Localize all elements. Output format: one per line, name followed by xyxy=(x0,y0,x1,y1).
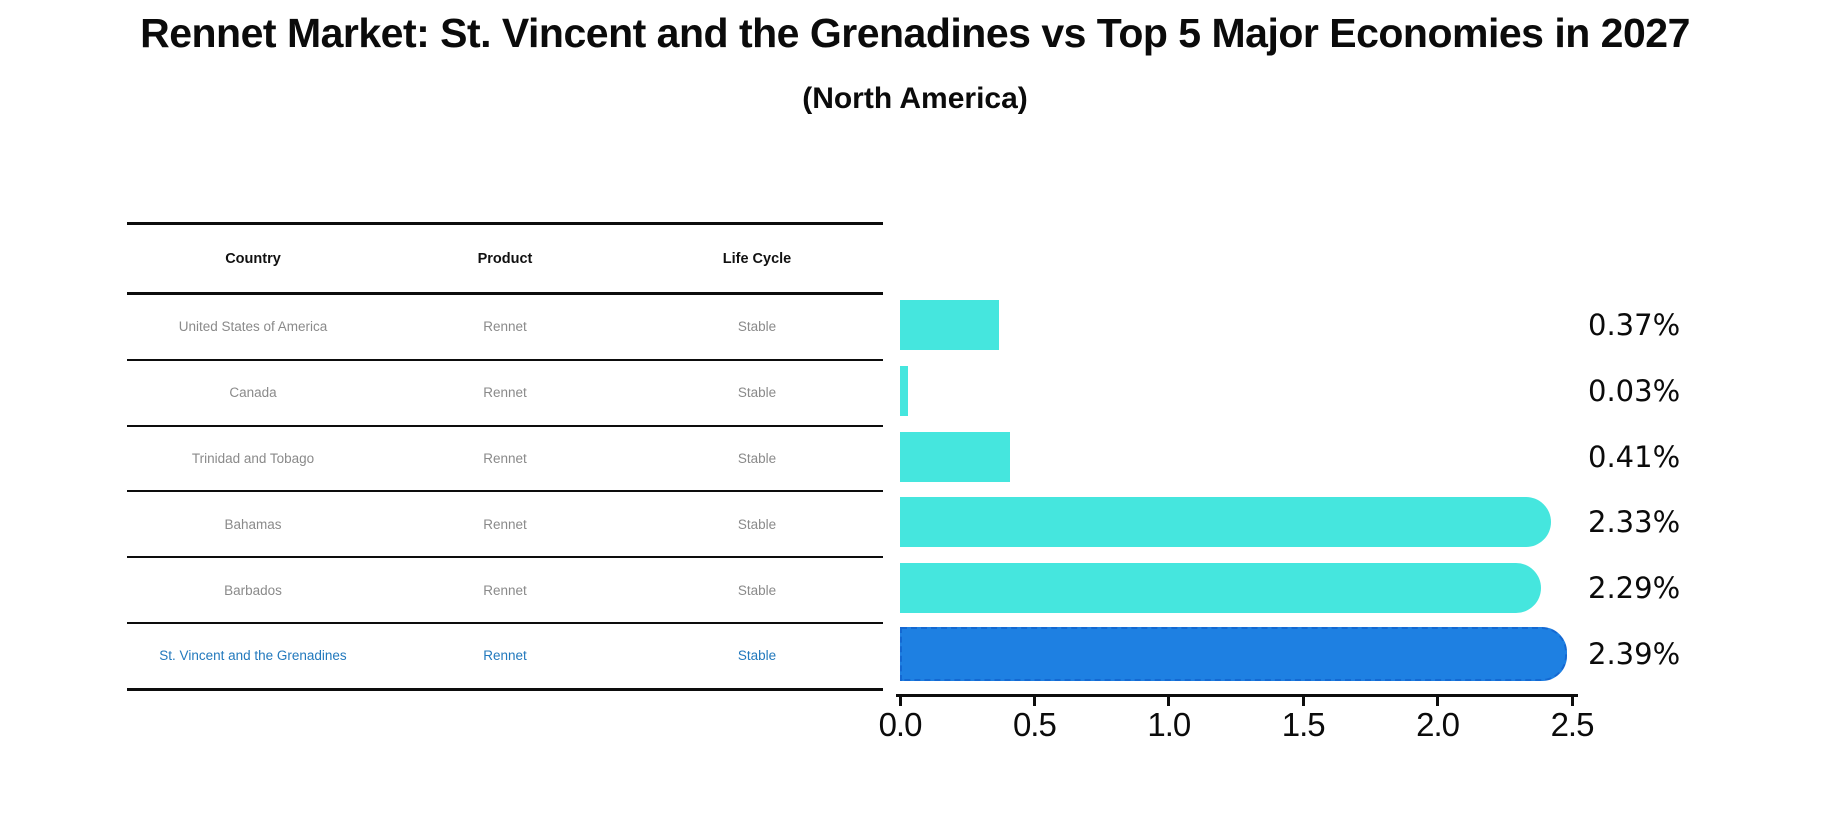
x-axis-tick-label: 2.5 xyxy=(1550,706,1595,743)
cell-product: Rennet xyxy=(483,648,527,664)
value-label: 0.03% xyxy=(1588,373,1681,408)
bar xyxy=(900,497,1552,548)
cell-country: St. Vincent and the Grenadines xyxy=(159,648,347,664)
value-label: 0.37% xyxy=(1588,307,1681,342)
x-axis-tick xyxy=(898,697,902,706)
table-body: United States of America Rennet Stable C… xyxy=(127,295,883,691)
value-label: 0.41% xyxy=(1588,439,1681,474)
bar xyxy=(900,431,1011,482)
cell-lifecycle: Stable xyxy=(737,450,777,466)
header-product: Product xyxy=(477,250,533,267)
cell-lifecycle: Stable xyxy=(737,516,777,532)
bar-highlight xyxy=(900,627,1568,682)
cell-lifecycle: Stable xyxy=(737,582,777,598)
header-country: Country xyxy=(225,250,281,267)
header-lifecycle: Life Cycle xyxy=(722,250,792,267)
cell-product: Rennet xyxy=(483,319,527,335)
cell-product: Rennet xyxy=(483,450,527,466)
cell-country: United States of America xyxy=(178,319,328,335)
value-label: 2.29% xyxy=(1588,571,1681,606)
bar xyxy=(900,365,909,416)
page-title: Rennet Market: St. Vincent and the Grena… xyxy=(140,10,1690,56)
value-label: 2.33% xyxy=(1588,505,1681,540)
comparison-table: Country Product Life Cycle United States… xyxy=(127,222,883,691)
x-axis-tick xyxy=(1570,697,1574,706)
table-header-row: Country Product Life Cycle xyxy=(127,225,883,295)
x-axis-tick xyxy=(1167,697,1171,706)
x-axis-tick-label: 1.0 xyxy=(1147,706,1191,743)
table-row: Trinidad and Tobago Rennet Stable xyxy=(127,427,883,493)
bar xyxy=(900,563,1541,614)
cell-country: Canada xyxy=(229,385,277,401)
x-axis-line xyxy=(896,694,1578,697)
x-axis-tick-label: 1.5 xyxy=(1281,706,1326,743)
bar xyxy=(900,299,1000,350)
table-row: St. Vincent and the Grenadines Rennet St… xyxy=(127,624,883,691)
cell-product: Rennet xyxy=(483,582,527,598)
page-subtitle: (North America) xyxy=(802,82,1028,115)
cell-country: Bahamas xyxy=(224,516,282,532)
cell-lifecycle: Stable xyxy=(737,648,777,664)
table-row: Barbados Rennet Stable xyxy=(127,558,883,624)
x-axis-tick xyxy=(1032,697,1036,706)
cell-lifecycle: Stable xyxy=(737,319,777,335)
x-axis-tick-label: 0.5 xyxy=(1012,706,1057,743)
table-row: Bahamas Rennet Stable xyxy=(127,492,883,559)
cell-country: Barbados xyxy=(224,582,282,598)
value-label: 2.39% xyxy=(1588,637,1681,672)
x-axis-tick xyxy=(1436,697,1440,706)
x-axis-tick-label: 0.0 xyxy=(878,706,923,743)
cell-lifecycle: Stable xyxy=(737,385,777,401)
x-axis-tick-label: 2.0 xyxy=(1416,706,1460,743)
x-axis-tick xyxy=(1301,697,1305,706)
cell-country: Trinidad and Tobago xyxy=(191,450,315,466)
cell-product: Rennet xyxy=(483,516,527,532)
cell-product: Rennet xyxy=(483,385,527,401)
table-row: Canada Rennet Stable xyxy=(127,361,883,427)
table-row: United States of America Rennet Stable xyxy=(127,295,883,361)
